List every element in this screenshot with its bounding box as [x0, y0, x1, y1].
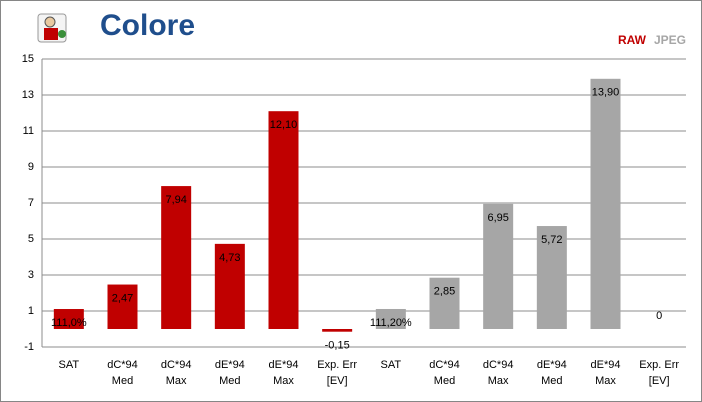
x-tick-label: SAT [381, 359, 402, 371]
y-tick-label: -1 [24, 341, 34, 353]
bar [429, 277, 460, 329]
y-tick-label: 13 [22, 89, 34, 101]
bar [590, 78, 621, 329]
bar [536, 226, 567, 329]
y-tick-label: 15 [22, 53, 34, 65]
bar [268, 111, 299, 329]
y-tick-label: 9 [28, 161, 34, 173]
data-label: 2,85 [434, 286, 455, 298]
legend-label: RAW [618, 33, 647, 47]
x-tick-label: Exp. Err [EV] [317, 359, 357, 387]
x-tick-label-line: [EV] [649, 375, 670, 387]
logo [37, 13, 67, 43]
x-tick-label: dE*94 Max [269, 359, 299, 387]
x-tick-label-line: dC*94 [107, 359, 138, 371]
data-label: 7,94 [165, 194, 186, 206]
y-tick-label: 1 [28, 305, 34, 317]
bar [161, 186, 192, 329]
x-tick-label: dC*94 Med [107, 359, 138, 387]
x-tick-label-line: Med [112, 375, 133, 387]
x-tick-label-line: Exp. Err [639, 359, 679, 371]
x-tick-label-line: dC*94 [429, 359, 460, 371]
x-tick-label-line: dC*94 [161, 359, 192, 371]
chart-title: Colore [100, 9, 195, 42]
x-tick-label: dC*94 Med [429, 359, 460, 387]
y-tick-label: 5 [28, 233, 34, 245]
y-tick-label: 7 [28, 197, 34, 209]
x-tick-label-line: Max [273, 375, 294, 387]
x-tick-label-line: dE*94 [591, 359, 621, 371]
x-tick-label: dC*94 Max [483, 359, 514, 387]
bar [107, 284, 138, 329]
data-label: 12,10 [270, 119, 298, 131]
x-tick-label-line: dE*94 [269, 359, 299, 371]
x-tick-label-line: [EV] [327, 375, 348, 387]
data-label: 4,73 [219, 252, 240, 264]
data-label: 6,95 [487, 212, 508, 224]
x-tick-label-line: dE*94 [215, 359, 245, 371]
legend-label: JPEG [654, 33, 686, 47]
x-tick-label: SAT [59, 359, 80, 371]
data-label: -0,15 [325, 340, 350, 352]
x-tick-label-line: Med [434, 375, 455, 387]
x-tick-label-line: Max [166, 375, 187, 387]
data-label: 111,20% [370, 317, 412, 329]
bar [375, 308, 406, 329]
x-tick-label-line: Exp. Err [317, 359, 357, 371]
x-tick-label-line: dE*94 [537, 359, 567, 371]
x-tick-label: dE*94 Med [215, 359, 245, 387]
data-label: 0 [656, 310, 662, 322]
bar [214, 243, 245, 329]
bar [483, 203, 514, 329]
x-tick-label: dC*94 Max [161, 359, 192, 387]
data-label: 5,72 [541, 234, 562, 246]
data-label: 111,0% [51, 317, 87, 329]
x-tick-label-line: Med [219, 375, 240, 387]
x-tick-label-line: SAT [59, 359, 80, 371]
x-tick-label-line: dC*94 [483, 359, 514, 371]
y-tick-label: 11 [23, 125, 34, 137]
x-tick-label: Exp. Err [EV] [639, 359, 679, 387]
bar [322, 329, 353, 332]
x-tick-label-line: Med [541, 375, 562, 387]
bar [53, 309, 84, 329]
x-tick-label-line: Max [488, 375, 509, 387]
x-tick-label-line: SAT [381, 359, 402, 371]
x-tick-label-line: Max [595, 375, 616, 387]
y-tick-label: 3 [28, 269, 34, 281]
x-tick-label: dE*94 Med [537, 359, 567, 387]
data-label: 2,47 [112, 292, 133, 304]
x-tick-label: dE*94 Max [591, 359, 621, 387]
data-label: 13,90 [592, 87, 620, 99]
